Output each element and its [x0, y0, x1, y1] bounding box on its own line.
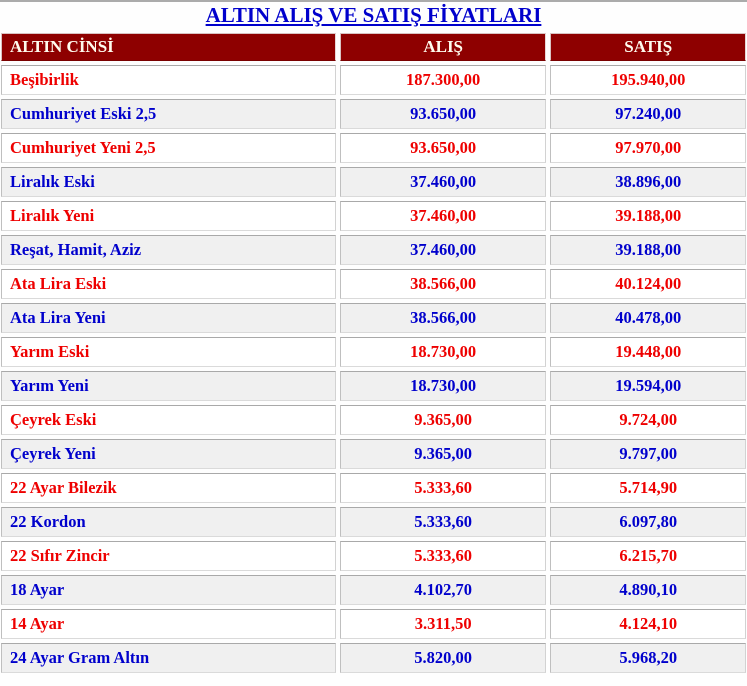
sell-price-cell: 4.890,10	[550, 575, 746, 605]
sell-price-cell: 40.124,00	[550, 269, 746, 299]
gold-type-cell: Çeyrek Yeni	[1, 439, 336, 469]
sell-price-cell: 5.968,20	[550, 643, 746, 673]
gold-type-cell: Ata Lira Eski	[1, 269, 336, 299]
top-divider	[0, 0, 747, 2]
sell-price-cell: 39.188,00	[550, 235, 746, 265]
gold-type-cell: 22 Kordon	[1, 507, 336, 537]
table-row: Cumhuriyet Yeni 2,5 93.650,00 97.970,00	[1, 133, 746, 163]
table-row: 24 Ayar Gram Altın 5.820,00 5.968,20	[1, 643, 746, 673]
buy-price-cell: 5.820,00	[339, 643, 547, 673]
sell-price-cell: 19.594,00	[550, 371, 746, 401]
page-title[interactable]: ALTIN ALIŞ VE SATIŞ FİYATLARI	[205, 3, 542, 27]
table-row: Yarım Eski 18.730,00 19.448,00	[1, 337, 746, 367]
buy-price-cell: 37.460,00	[339, 201, 547, 231]
buy-price-cell: 3.311,50	[339, 609, 547, 639]
gold-prices-table: ALTIN CİNSİ ALIŞ SATIŞ Beşibirlik 187.30…	[0, 29, 747, 677]
sell-price-cell: 38.896,00	[550, 167, 746, 197]
gold-type-cell: Yarım Eski	[1, 337, 336, 367]
buy-price-cell: 93.650,00	[339, 133, 547, 163]
table-row: Liralık Eski 37.460,00 38.896,00	[1, 167, 746, 197]
sell-price-cell: 4.124,10	[550, 609, 746, 639]
gold-type-cell: Yarım Yeni	[1, 371, 336, 401]
buy-price-cell: 9.365,00	[339, 439, 547, 469]
sell-price-cell: 6.215,70	[550, 541, 746, 571]
gold-type-cell: Ata Lira Yeni	[1, 303, 336, 333]
table-row: Yarım Yeni 18.730,00 19.594,00	[1, 371, 746, 401]
sell-price-cell: 9.797,00	[550, 439, 746, 469]
gold-type-cell: 22 Ayar Bilezik	[1, 473, 336, 503]
sell-price-cell: 97.240,00	[550, 99, 746, 129]
table-row: Cumhuriyet Eski 2,5 93.650,00 97.240,00	[1, 99, 746, 129]
table-row: Liralık Yeni 37.460,00 39.188,00	[1, 201, 746, 231]
sell-price-cell: 5.714,90	[550, 473, 746, 503]
buy-price-cell: 187.300,00	[339, 65, 547, 95]
gold-type-cell: Çeyrek Eski	[1, 405, 336, 435]
header-row: ALTIN CİNSİ ALIŞ SATIŞ	[1, 33, 746, 61]
table-row: Çeyrek Yeni 9.365,00 9.797,00	[1, 439, 746, 469]
buy-price-cell: 38.566,00	[339, 269, 547, 299]
sell-price-cell: 40.478,00	[550, 303, 746, 333]
gold-type-cell: Liralık Yeni	[1, 201, 336, 231]
buy-price-cell: 37.460,00	[339, 167, 547, 197]
gold-type-cell: Cumhuriyet Yeni 2,5	[1, 133, 336, 163]
gold-type-cell: Beşibirlik	[1, 65, 336, 95]
table-row: Reşat, Hamit, Aziz 37.460,00 39.188,00	[1, 235, 746, 265]
sell-price-cell: 97.970,00	[550, 133, 746, 163]
buy-price-cell: 5.333,60	[339, 541, 547, 571]
sell-price-cell: 6.097,80	[550, 507, 746, 537]
table-row: Beşibirlik 187.300,00 195.940,00	[1, 65, 746, 95]
buy-price-cell: 18.730,00	[339, 371, 547, 401]
table-row: 22 Kordon 5.333,60 6.097,80	[1, 507, 746, 537]
sell-price-cell: 19.448,00	[550, 337, 746, 367]
gold-type-cell: Liralık Eski	[1, 167, 336, 197]
table-row: Ata Lira Yeni 38.566,00 40.478,00	[1, 303, 746, 333]
table-body: Beşibirlik 187.300,00 195.940,00 Cumhuri…	[1, 65, 746, 673]
buy-price-cell: 93.650,00	[339, 99, 547, 129]
title-band: ALTIN ALIŞ VE SATIŞ FİYATLARI	[0, 2, 747, 29]
column-header-buy: ALIŞ	[339, 33, 547, 61]
buy-price-cell: 5.333,60	[339, 507, 547, 537]
table-row: 14 Ayar 3.311,50 4.124,10	[1, 609, 746, 639]
buy-price-cell: 4.102,70	[339, 575, 547, 605]
gold-type-cell: 22 Sıfır Zincir	[1, 541, 336, 571]
column-header-sell: SATIŞ	[550, 33, 746, 61]
gold-type-cell: 18 Ayar	[1, 575, 336, 605]
table-header: ALTIN CİNSİ ALIŞ SATIŞ	[1, 33, 746, 61]
gold-type-cell: 14 Ayar	[1, 609, 336, 639]
gold-type-cell: Reşat, Hamit, Aziz	[1, 235, 336, 265]
buy-price-cell: 9.365,00	[339, 405, 547, 435]
sell-price-cell: 39.188,00	[550, 201, 746, 231]
sell-price-cell: 195.940,00	[550, 65, 746, 95]
table-row: 22 Ayar Bilezik 5.333,60 5.714,90	[1, 473, 746, 503]
sell-price-cell: 9.724,00	[550, 405, 746, 435]
gold-type-cell: 24 Ayar Gram Altın	[1, 643, 336, 673]
buy-price-cell: 37.460,00	[339, 235, 547, 265]
table-row: Ata Lira Eski 38.566,00 40.124,00	[1, 269, 746, 299]
table-row: 22 Sıfır Zincir 5.333,60 6.215,70	[1, 541, 746, 571]
table-row: Çeyrek Eski 9.365,00 9.724,00	[1, 405, 746, 435]
column-header-gold-type: ALTIN CİNSİ	[1, 33, 336, 61]
buy-price-cell: 5.333,60	[339, 473, 547, 503]
buy-price-cell: 38.566,00	[339, 303, 547, 333]
buy-price-cell: 18.730,00	[339, 337, 547, 367]
gold-type-cell: Cumhuriyet Eski 2,5	[1, 99, 336, 129]
table-row: 18 Ayar 4.102,70 4.890,10	[1, 575, 746, 605]
